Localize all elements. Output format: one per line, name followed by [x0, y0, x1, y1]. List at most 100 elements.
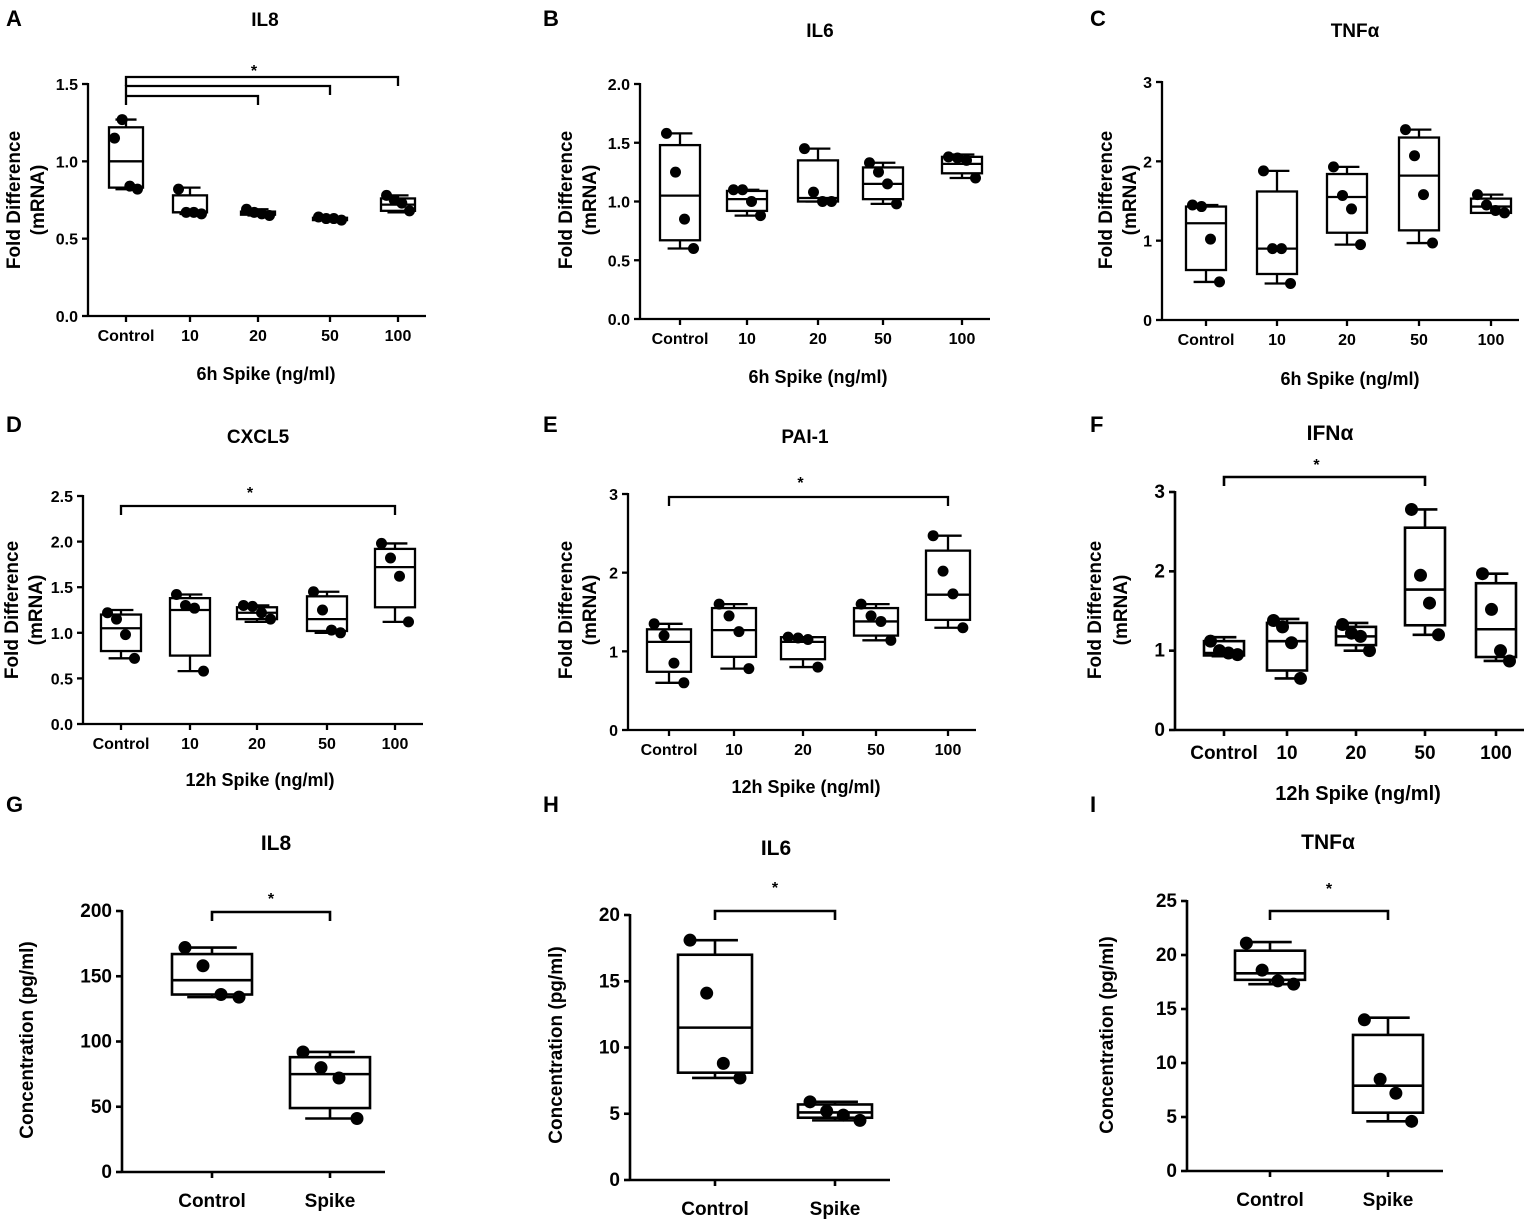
data-point	[1267, 614, 1280, 628]
plot-area: 0 1 2 3 Control 10 20 50 100	[1143, 75, 1519, 349]
box-50	[1397, 128, 1441, 245]
y-tick-label: 1.0	[608, 195, 630, 212]
significance-star: *	[1313, 457, 1320, 474]
data-point	[1354, 629, 1367, 643]
panel-label: I	[1090, 792, 1096, 817]
x-tick-label: 10	[1268, 332, 1286, 349]
data-point	[1490, 205, 1501, 217]
y-tick-label: 1.5	[51, 580, 73, 597]
x-tick-label: 100	[1478, 332, 1505, 349]
x-tick-label: Spike	[810, 1199, 861, 1219]
data-point	[1400, 124, 1411, 136]
iqr-box	[658, 143, 702, 242]
iqr-box	[170, 952, 254, 996]
box-Control	[107, 118, 145, 191]
significance-bracket	[119, 504, 397, 515]
significance-bracket	[1268, 909, 1390, 920]
box-Spike	[1351, 1016, 1425, 1123]
y-tick-label: 3	[609, 487, 618, 504]
x-axis-label: 12h Spike (ng/ml)	[1275, 783, 1441, 805]
y-axis-label-line-1: Fold Difference	[4, 131, 25, 269]
panel-A: A IL8 Fold Difference (mRNA) 6h Spike (n…	[4, 6, 426, 384]
plot-area: 0.0 0.5 1.0 1.5 Control 10 20 50 100 *	[56, 63, 426, 345]
plot-area: 0 1 2 3 Control 10 20 50 100 *	[609, 475, 976, 759]
data-point	[180, 206, 192, 218]
data-point	[1373, 1072, 1387, 1086]
data-point	[1276, 620, 1289, 634]
y-tick-label: 20	[599, 905, 620, 926]
plot-area: 0 5 10 15 20 25 Control Spike *	[1156, 881, 1443, 1211]
data-point	[173, 183, 185, 195]
panel-label: G	[6, 792, 23, 817]
chart-title: IL8	[251, 10, 278, 31]
x-tick-label: Control	[1178, 332, 1235, 349]
x-tick-label: 50	[874, 331, 892, 348]
data-point	[1255, 963, 1269, 977]
y-axis-label-line-2: (mRNA)	[580, 575, 601, 646]
plot-area: 0.0 0.5 1.0 1.5 2.0 Control 10 20 50 100	[608, 77, 990, 348]
y-tick-label: 5	[609, 1104, 620, 1125]
x-tick-label: 20	[1338, 332, 1356, 349]
data-point	[1271, 974, 1285, 988]
data-point	[1503, 654, 1516, 668]
data-point	[782, 631, 794, 643]
data-point	[350, 1111, 364, 1125]
y-tick-label: 1.5	[608, 136, 630, 153]
data-point	[882, 178, 893, 190]
data-point	[296, 1045, 310, 1059]
data-point	[952, 152, 963, 164]
panel-G: G IL8 Concentration (pg/ml) 0 50 100 150 200…	[6, 792, 385, 1212]
data-point	[1276, 243, 1287, 255]
box-Control	[1184, 203, 1228, 284]
plot-area: 0 50 100 150 200 Control Spike *	[80, 891, 385, 1212]
data-point	[1472, 189, 1483, 201]
y-tick-label: 1	[1143, 234, 1152, 251]
x-tick-label: 100	[935, 742, 962, 759]
significance-bracket	[1222, 475, 1427, 486]
data-point	[1405, 502, 1418, 516]
data-point	[195, 208, 207, 220]
data-point	[396, 197, 408, 209]
y-tick-label: 0	[609, 1170, 620, 1191]
chart-title: PAI-1	[781, 427, 829, 448]
y-axis-label: Concentration (pg/ml)	[546, 946, 567, 1143]
data-point	[1499, 207, 1510, 219]
data-point	[116, 114, 128, 126]
data-point	[670, 166, 681, 178]
data-point	[1287, 977, 1301, 991]
data-point	[1337, 189, 1348, 201]
y-tick-label: 1.5	[56, 77, 78, 94]
x-tick-label: Control	[1236, 1190, 1304, 1211]
x-tick-label: 50	[867, 742, 885, 759]
y-tick-label: 0.5	[608, 253, 630, 270]
data-point	[1355, 239, 1366, 251]
data-point	[728, 184, 739, 196]
y-tick-label: 2	[1143, 154, 1152, 171]
data-point	[668, 657, 680, 669]
box-20	[1325, 165, 1369, 246]
y-tick-label: 100	[80, 1032, 112, 1053]
data-point	[755, 210, 766, 222]
data-point	[314, 1061, 328, 1075]
data-point	[943, 151, 954, 163]
data-point	[1494, 644, 1507, 658]
data-point	[1258, 165, 1269, 177]
y-tick-label: 0	[1143, 313, 1152, 330]
y-axis-label: Concentration (pg/ml)	[1097, 936, 1118, 1133]
panel-label: B	[543, 6, 559, 31]
x-tick-label: 20	[794, 742, 812, 759]
chart-title: IFNα	[1307, 422, 1354, 445]
box-Control	[1233, 940, 1307, 986]
iqr-box	[676, 953, 754, 1074]
data-point	[826, 196, 837, 207]
data-point	[1187, 199, 1198, 211]
data-point	[1239, 936, 1253, 950]
panel-label: E	[543, 412, 558, 437]
y-tick-label: 2.0	[51, 535, 73, 552]
box-100	[940, 153, 984, 180]
data-point	[1481, 199, 1492, 211]
iqr-box	[924, 549, 972, 622]
significance-bracket	[124, 94, 260, 105]
iqr-box	[1325, 172, 1369, 234]
